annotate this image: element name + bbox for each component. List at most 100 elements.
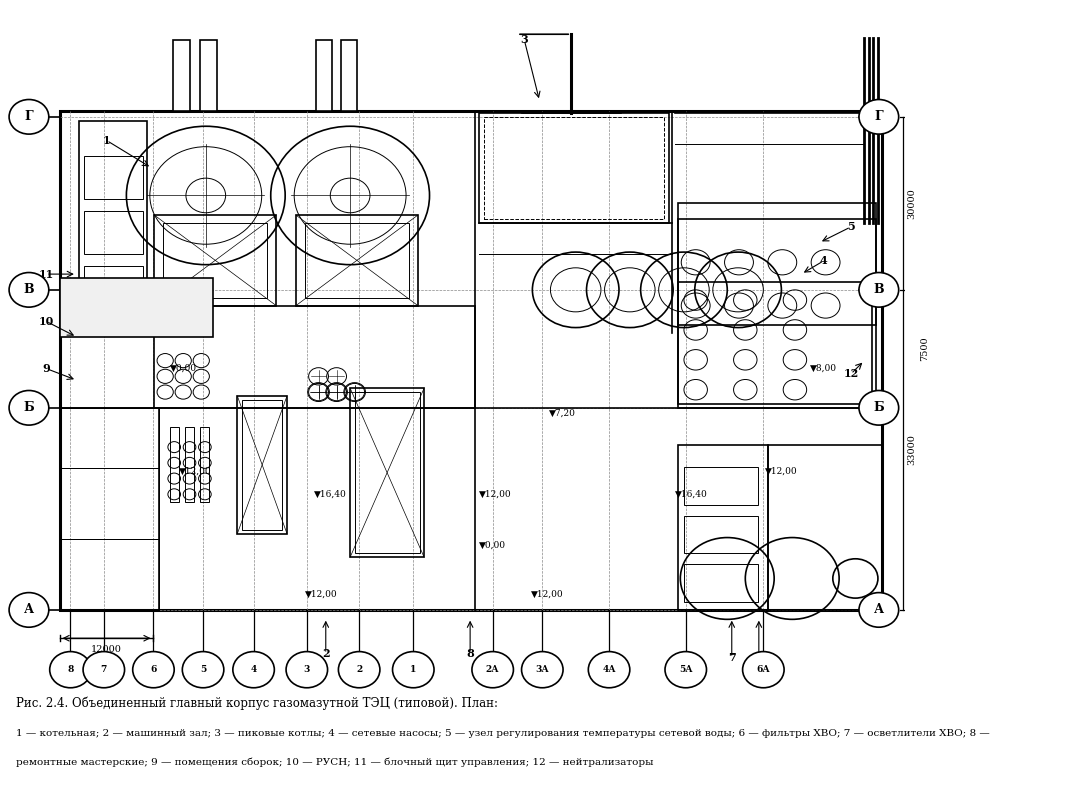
Text: 5: 5 xyxy=(200,665,206,674)
Text: 2: 2 xyxy=(322,649,330,660)
Text: 5: 5 xyxy=(847,222,855,232)
Text: А: А xyxy=(23,604,34,616)
Circle shape xyxy=(859,390,898,425)
Text: В: В xyxy=(874,284,885,296)
Text: Б: Б xyxy=(874,402,885,414)
Text: ▼16,40: ▼16,40 xyxy=(314,489,347,499)
Bar xyxy=(60,111,882,610)
Text: 12000: 12000 xyxy=(91,645,122,654)
Bar xyxy=(60,468,159,539)
Bar xyxy=(341,40,357,111)
Text: 1: 1 xyxy=(102,135,110,146)
Circle shape xyxy=(10,272,49,307)
Text: ▼12,00: ▼12,00 xyxy=(530,590,563,599)
Bar xyxy=(201,428,209,502)
Text: 30000: 30000 xyxy=(908,188,917,219)
Text: Г: Г xyxy=(875,110,883,124)
Bar xyxy=(768,445,882,610)
Circle shape xyxy=(743,652,784,687)
Text: 3: 3 xyxy=(304,665,310,674)
Text: ▼12,00: ▼12,00 xyxy=(305,590,337,599)
Circle shape xyxy=(472,652,513,687)
Circle shape xyxy=(859,100,898,134)
Bar xyxy=(60,408,159,610)
Circle shape xyxy=(588,652,630,687)
Text: ▼8,00: ▼8,00 xyxy=(810,364,838,373)
Circle shape xyxy=(83,652,125,687)
Text: ▼7,20: ▼7,20 xyxy=(548,409,575,418)
Bar xyxy=(84,266,143,310)
Bar xyxy=(684,564,758,602)
Circle shape xyxy=(338,652,380,687)
Text: Г: Г xyxy=(25,110,33,124)
Bar xyxy=(60,539,159,610)
Bar xyxy=(79,120,147,322)
Text: 7: 7 xyxy=(100,665,107,674)
Text: А: А xyxy=(874,604,883,616)
Text: 1 — котельная; 2 — машинный зал; 3 — пиковые котлы; 4 — сетевые насосы; 5 — узел: 1 — котельная; 2 — машинный зал; 3 — пик… xyxy=(16,729,990,738)
Circle shape xyxy=(393,652,434,687)
Bar xyxy=(684,516,758,554)
Circle shape xyxy=(665,652,706,687)
Circle shape xyxy=(182,652,224,687)
Text: 4: 4 xyxy=(819,255,828,266)
Bar xyxy=(296,215,418,306)
Circle shape xyxy=(10,100,49,134)
Bar xyxy=(237,396,287,534)
Bar xyxy=(84,156,143,200)
Text: ▼0,00: ▼0,00 xyxy=(479,541,506,550)
Text: 11: 11 xyxy=(38,268,53,280)
Text: 6: 6 xyxy=(150,665,157,674)
Text: ремонтные мастерские; 9 — помещения сборок; 10 — РУСН; 11 — блочный щит управлен: ремонтные мастерские; 9 — помещения сбор… xyxy=(16,758,654,767)
Circle shape xyxy=(50,652,91,687)
Text: ▼0,00: ▼0,00 xyxy=(170,364,196,373)
Text: ▼16,40: ▼16,40 xyxy=(675,489,707,499)
Text: 6: 6 xyxy=(755,653,763,664)
Bar xyxy=(483,116,664,219)
Text: 3: 3 xyxy=(521,34,528,45)
Text: 4: 4 xyxy=(251,665,257,674)
Text: 33000: 33000 xyxy=(908,435,917,466)
Circle shape xyxy=(522,652,563,687)
Bar xyxy=(479,113,669,223)
Bar xyxy=(684,466,758,505)
Text: В: В xyxy=(23,284,34,296)
Text: 7: 7 xyxy=(728,653,735,664)
Text: 2А: 2А xyxy=(485,665,499,674)
Bar xyxy=(155,215,276,306)
Text: 6А: 6А xyxy=(757,665,770,674)
Bar xyxy=(163,223,267,298)
Bar xyxy=(84,211,143,254)
Text: Б: Б xyxy=(23,402,34,414)
Text: 8: 8 xyxy=(466,649,474,660)
Circle shape xyxy=(10,390,49,425)
Text: 1: 1 xyxy=(410,665,416,674)
Bar xyxy=(185,428,194,502)
Circle shape xyxy=(132,652,174,687)
Bar xyxy=(678,445,768,610)
Bar xyxy=(350,388,424,558)
Bar xyxy=(201,40,217,111)
Circle shape xyxy=(233,652,274,687)
Bar xyxy=(60,278,213,337)
Circle shape xyxy=(859,592,898,627)
Text: 8: 8 xyxy=(67,665,74,674)
Text: 3А: 3А xyxy=(536,665,550,674)
Text: 5А: 5А xyxy=(679,665,692,674)
Bar xyxy=(170,428,178,502)
Bar xyxy=(60,408,159,468)
Bar xyxy=(173,40,190,111)
Bar xyxy=(678,219,876,326)
Bar xyxy=(354,392,419,554)
Text: ▼12,00: ▼12,00 xyxy=(765,466,798,475)
Circle shape xyxy=(859,272,898,307)
Text: ▼12,00: ▼12,00 xyxy=(178,466,211,475)
Bar xyxy=(678,282,872,404)
Bar xyxy=(316,40,332,111)
Text: 9: 9 xyxy=(43,363,50,374)
Text: Рис. 2.4. Объединенный главный корпус газомазутной ТЭЦ (типовой). План:: Рис. 2.4. Объединенный главный корпус га… xyxy=(16,696,498,710)
Text: 7500: 7500 xyxy=(921,337,929,361)
Text: 2: 2 xyxy=(356,665,363,674)
Circle shape xyxy=(10,592,49,627)
Text: 4А: 4А xyxy=(602,665,616,674)
